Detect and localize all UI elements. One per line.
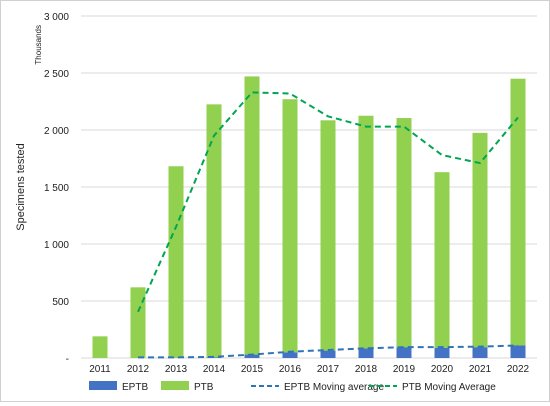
bar-eptb bbox=[321, 351, 336, 358]
y-tick-label: 2 000 bbox=[44, 126, 69, 137]
bar-eptb bbox=[473, 347, 488, 358]
y-tick-label: 1 500 bbox=[44, 183, 69, 194]
bar-eptb bbox=[283, 352, 298, 358]
legend: EPTB PTB EPTB Moving average PTB Moving Ave… bbox=[89, 381, 496, 393]
bar-ptb bbox=[321, 120, 336, 350]
bar-ptb bbox=[435, 172, 450, 348]
y-tick-label: 1 000 bbox=[44, 240, 69, 251]
y-tick-label: 2 500 bbox=[44, 69, 69, 80]
x-tick-label: 2015 bbox=[241, 364, 264, 375]
bar-ptb bbox=[473, 133, 488, 347]
units-note: Thousands bbox=[34, 25, 43, 65]
legend-label: EPTB Moving average bbox=[284, 382, 384, 393]
bar-eptb bbox=[397, 347, 412, 358]
x-tick-label: 2018 bbox=[355, 364, 378, 375]
x-tick-label: 2019 bbox=[393, 364, 416, 375]
x-tick-label: 2016 bbox=[279, 364, 302, 375]
x-tick-label: 2021 bbox=[469, 364, 492, 375]
y-tick-label: 3 000 bbox=[44, 12, 69, 23]
bar-ptb bbox=[245, 76, 260, 354]
x-tick-label: 2020 bbox=[431, 364, 454, 375]
y-tick-label: 500 bbox=[52, 297, 69, 308]
legend-label: EPTB bbox=[122, 382, 148, 393]
legend-swatch bbox=[161, 381, 189, 390]
y-tick-label: - bbox=[66, 354, 69, 365]
bar-ptb bbox=[359, 116, 374, 349]
x-tick-label: 2013 bbox=[165, 364, 188, 375]
y-tick-labels: - 500 1 000 1 500 2 000 2 500 3 000 bbox=[44, 12, 69, 365]
grid-lines bbox=[81, 16, 537, 358]
x-tick-label: 2012 bbox=[127, 364, 150, 375]
bar-ptb bbox=[207, 104, 222, 357]
bars bbox=[93, 76, 526, 358]
bar-eptb bbox=[359, 348, 374, 358]
x-tick-label: 2017 bbox=[317, 364, 340, 375]
bar-eptb bbox=[435, 348, 450, 358]
legend-label: PTB Moving Average bbox=[402, 382, 496, 393]
bar-eptb bbox=[511, 345, 526, 358]
bar-ptb bbox=[169, 166, 184, 358]
x-tick-label: 2011 bbox=[89, 364, 111, 375]
legend-swatch bbox=[89, 381, 117, 390]
bar-ptb bbox=[397, 118, 412, 347]
y-axis-title: Specimens tested bbox=[15, 143, 27, 230]
x-tick-label: 2022 bbox=[507, 364, 530, 375]
bar-ptb bbox=[93, 336, 108, 358]
legend-label: PTB bbox=[194, 382, 214, 393]
x-tick-labels: 2011 2012 2013 2014 2015 2016 2017 2018 2019 2020… bbox=[89, 364, 529, 375]
bar-ptb bbox=[283, 99, 298, 352]
x-tick-label: 2014 bbox=[203, 364, 226, 375]
